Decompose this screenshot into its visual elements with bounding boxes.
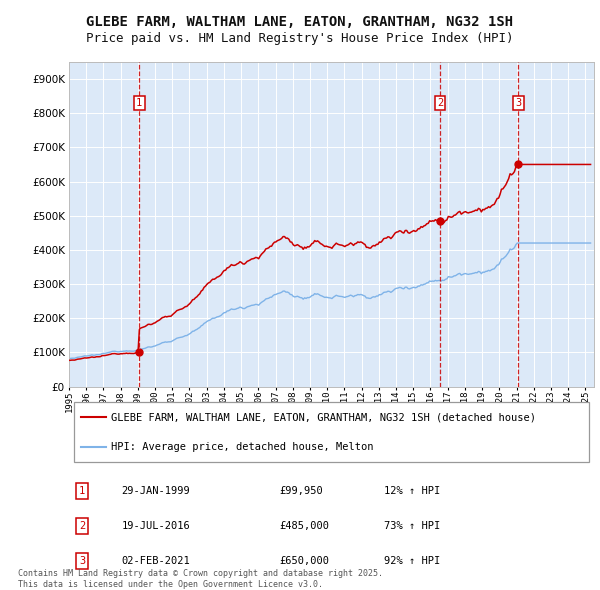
Text: 3: 3 (515, 98, 521, 108)
Text: 92% ↑ HPI: 92% ↑ HPI (384, 556, 440, 566)
Text: GLEBE FARM, WALTHAM LANE, EATON, GRANTHAM, NG32 1SH (detached house): GLEBE FARM, WALTHAM LANE, EATON, GRANTHA… (111, 412, 536, 422)
FancyBboxPatch shape (74, 402, 589, 462)
Text: 12% ↑ HPI: 12% ↑ HPI (384, 486, 440, 496)
Text: 29-JAN-1999: 29-JAN-1999 (121, 486, 190, 496)
Text: £99,950: £99,950 (279, 486, 323, 496)
Text: 1: 1 (79, 486, 85, 496)
Text: £650,000: £650,000 (279, 556, 329, 566)
Text: Price paid vs. HM Land Registry's House Price Index (HPI): Price paid vs. HM Land Registry's House … (86, 32, 514, 45)
Text: 2: 2 (79, 521, 85, 530)
Text: HPI: Average price, detached house, Melton: HPI: Average price, detached house, Melt… (111, 442, 373, 452)
Text: 73% ↑ HPI: 73% ↑ HPI (384, 521, 440, 530)
Text: GLEBE FARM, WALTHAM LANE, EATON, GRANTHAM, NG32 1SH: GLEBE FARM, WALTHAM LANE, EATON, GRANTHA… (86, 15, 514, 29)
Text: 19-JUL-2016: 19-JUL-2016 (121, 521, 190, 530)
Text: £485,000: £485,000 (279, 521, 329, 530)
Text: 3: 3 (79, 556, 85, 566)
Text: 2: 2 (437, 98, 443, 108)
Text: 02-FEB-2021: 02-FEB-2021 (121, 556, 190, 566)
Text: 1: 1 (136, 98, 142, 108)
Text: Contains HM Land Registry data © Crown copyright and database right 2025.
This d: Contains HM Land Registry data © Crown c… (18, 569, 383, 589)
